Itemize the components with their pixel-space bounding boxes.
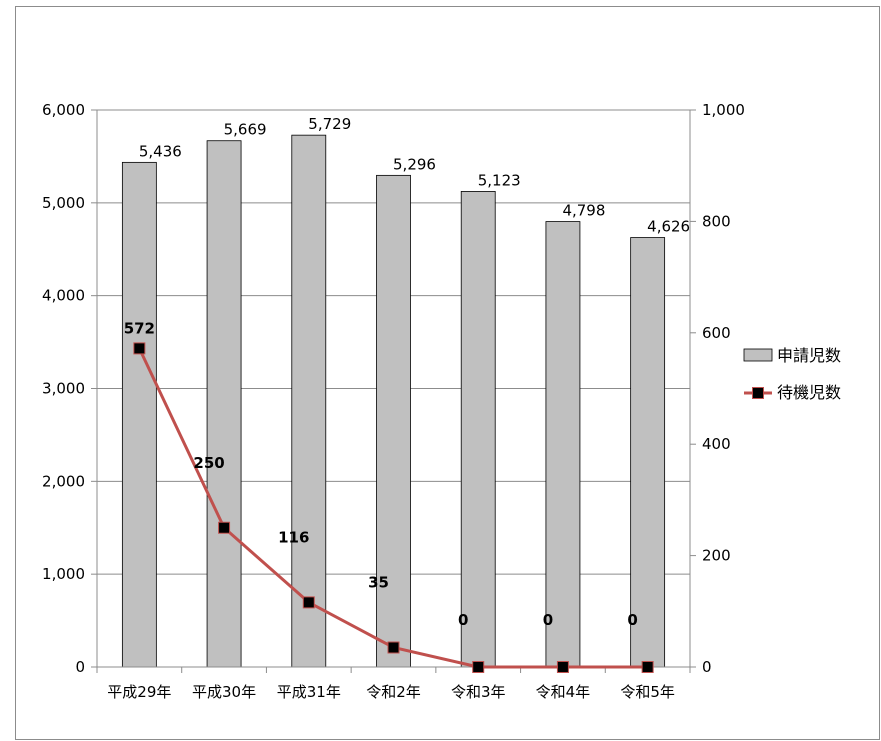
y-right-tick-label: 1,000 xyxy=(702,101,745,119)
bar xyxy=(291,134,327,668)
line-marker xyxy=(556,661,569,673)
line-marker xyxy=(472,661,485,673)
legend-swatch-bar xyxy=(743,348,773,362)
bar xyxy=(206,140,242,668)
y-left-tick-label: 0 xyxy=(75,658,85,676)
line-data-label: 35 xyxy=(368,574,389,592)
line-data-label: 0 xyxy=(543,611,553,629)
bar-data-label: 4,626 xyxy=(647,218,690,236)
y-right-tick-label: 800 xyxy=(702,212,731,230)
x-tick-label: 令和3年 xyxy=(451,683,506,701)
x-tick-label: 令和4年 xyxy=(536,683,591,701)
x-tick-label: 平成29年 xyxy=(107,683,171,701)
line-marker xyxy=(218,521,231,534)
bar-data-label: 5,123 xyxy=(478,171,521,189)
line-data-label: 116 xyxy=(278,528,309,546)
line-data-label: 0 xyxy=(627,611,637,629)
bar xyxy=(630,237,666,668)
line-marker xyxy=(133,342,146,355)
line-data-label: 0 xyxy=(458,611,468,629)
x-tick-label: 平成31年 xyxy=(277,683,341,701)
bar-data-label: 5,729 xyxy=(308,115,351,133)
chart-frame xyxy=(15,6,880,740)
y-right-tick-label: 600 xyxy=(702,324,731,342)
y-right-tick-label: 0 xyxy=(702,658,712,676)
line-data-label: 572 xyxy=(124,319,155,337)
y-left-tick-label: 2,000 xyxy=(42,472,85,490)
legend-marker-swatch xyxy=(752,387,764,399)
bar-data-label: 5,296 xyxy=(393,155,436,173)
y-left-tick-label: 3,000 xyxy=(42,380,85,398)
data-labels: 5,436 5,669 5,729 5,296 5,123 4,798 4,626 572 25… xyxy=(124,115,690,629)
x-tick-label: 平成30年 xyxy=(192,683,256,701)
legend-label-bar: 申請児数 xyxy=(777,346,841,365)
x-tick-label: 令和5年 xyxy=(620,683,675,701)
y-left-tick-label: 1,000 xyxy=(42,565,85,583)
bar-data-label: 5,436 xyxy=(139,142,182,160)
y-left-tick-label: 6,000 xyxy=(42,101,85,119)
line-series xyxy=(133,342,654,673)
y-left-tick-label: 5,000 xyxy=(42,194,85,212)
y-left-tick-label: 4,000 xyxy=(42,287,85,305)
bar-data-label: 5,669 xyxy=(224,121,267,139)
line-data-label: 250 xyxy=(193,454,224,472)
line-marker xyxy=(641,661,654,673)
bar xyxy=(460,191,496,668)
y-right-tick-label: 400 xyxy=(702,435,731,453)
y-right-tick-label: 200 xyxy=(702,547,731,565)
bar-series xyxy=(121,134,666,668)
bar-data-label: 4,798 xyxy=(562,202,605,220)
line-marker xyxy=(302,596,315,609)
bar xyxy=(121,161,157,668)
legend-label-line: 待機児数 xyxy=(777,383,841,402)
x-tick-label: 令和2年 xyxy=(366,683,421,701)
bar xyxy=(545,221,581,668)
line-marker xyxy=(387,641,400,654)
bar xyxy=(376,174,411,668)
axes: 0 1,000 2,000 3,000 4,000 5,000 6,000 0 200 400 60… xyxy=(42,101,745,701)
